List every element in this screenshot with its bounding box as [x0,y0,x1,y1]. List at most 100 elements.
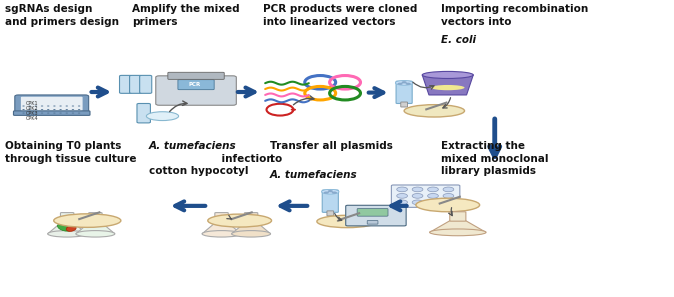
Text: infection
cotton hypocotyl: infection cotton hypocotyl [149,141,274,176]
FancyBboxPatch shape [322,190,338,212]
Circle shape [65,113,68,114]
Circle shape [71,105,74,107]
Circle shape [34,105,37,107]
Circle shape [28,113,31,114]
Polygon shape [422,75,473,95]
Circle shape [28,109,31,110]
Circle shape [41,109,43,110]
Polygon shape [202,222,241,234]
Ellipse shape [146,112,179,121]
Ellipse shape [429,229,486,236]
Ellipse shape [66,226,76,231]
Circle shape [427,200,438,205]
FancyBboxPatch shape [89,213,102,222]
FancyBboxPatch shape [215,213,228,222]
Circle shape [47,105,49,107]
Circle shape [53,109,56,110]
Circle shape [427,194,438,198]
Ellipse shape [404,105,464,117]
FancyBboxPatch shape [168,72,224,79]
FancyBboxPatch shape [178,80,214,90]
FancyBboxPatch shape [61,213,74,222]
Polygon shape [232,222,270,234]
Circle shape [22,113,25,114]
Text: A. tumefaciens: A. tumefaciens [270,170,357,180]
Circle shape [443,194,454,198]
Ellipse shape [76,230,115,237]
Circle shape [78,105,80,107]
Circle shape [71,113,74,114]
Circle shape [78,113,80,114]
FancyBboxPatch shape [450,212,466,221]
Text: CPK2: CPK2 [26,106,39,111]
FancyBboxPatch shape [392,185,460,207]
Text: CPK4: CPK4 [26,116,39,121]
Circle shape [290,108,296,111]
FancyBboxPatch shape [396,81,412,103]
Polygon shape [429,220,486,232]
Ellipse shape [208,214,272,227]
Circle shape [78,109,80,110]
Circle shape [41,105,43,107]
Circle shape [22,105,25,107]
Text: Obtaining T0 plants
through tissue culture: Obtaining T0 plants through tissue cultu… [5,141,136,164]
Circle shape [71,109,74,110]
Circle shape [412,194,423,198]
Circle shape [332,192,337,194]
FancyBboxPatch shape [401,102,408,107]
Text: PCR: PCR [189,82,201,87]
FancyBboxPatch shape [367,221,378,224]
Circle shape [328,190,333,192]
Circle shape [22,109,25,110]
Circle shape [65,105,68,107]
Circle shape [59,109,62,110]
FancyBboxPatch shape [119,75,131,93]
Circle shape [53,105,56,107]
FancyBboxPatch shape [140,75,152,93]
Circle shape [59,113,62,114]
Circle shape [41,113,43,114]
Polygon shape [48,222,87,234]
FancyBboxPatch shape [156,76,237,105]
Ellipse shape [317,215,377,228]
Circle shape [324,192,329,194]
Text: PCR products were cloned
into linearized vectors: PCR products were cloned into linearized… [263,4,417,27]
Circle shape [397,194,408,198]
FancyBboxPatch shape [245,213,257,222]
Circle shape [412,200,423,205]
Circle shape [443,187,454,192]
Ellipse shape [48,230,87,237]
Circle shape [406,83,411,85]
FancyBboxPatch shape [137,103,150,123]
Ellipse shape [416,198,480,212]
Circle shape [65,109,68,110]
FancyBboxPatch shape [346,205,406,226]
FancyBboxPatch shape [327,211,334,216]
FancyBboxPatch shape [357,208,388,216]
Circle shape [402,81,407,83]
Circle shape [53,113,56,114]
Text: Amplify the mixed
primers: Amplify the mixed primers [132,4,240,27]
Circle shape [397,187,408,192]
Text: CPK1: CPK1 [26,101,39,106]
Circle shape [443,200,454,205]
Circle shape [59,105,62,107]
Circle shape [427,187,438,192]
Ellipse shape [396,80,413,85]
Text: sgRNAs design
and primers design: sgRNAs design and primers design [5,4,119,27]
Circle shape [34,113,37,114]
Ellipse shape [422,71,473,78]
Polygon shape [76,222,115,234]
FancyBboxPatch shape [129,75,142,93]
Text: Importing recombination
vectors into: Importing recombination vectors into [441,4,588,27]
Text: Transfer all plasmids
to: Transfer all plasmids to [270,141,393,164]
Circle shape [398,83,403,85]
Circle shape [412,187,423,192]
Text: A. tumefaciens: A. tumefaciens [149,141,237,151]
Circle shape [47,109,49,110]
Ellipse shape [321,189,339,194]
Text: E. coli: E. coli [441,35,476,45]
FancyBboxPatch shape [13,111,90,115]
Text: Extracting the
mixed monoclonal
library plasmids: Extracting the mixed monoclonal library … [441,141,549,176]
Ellipse shape [54,214,121,227]
